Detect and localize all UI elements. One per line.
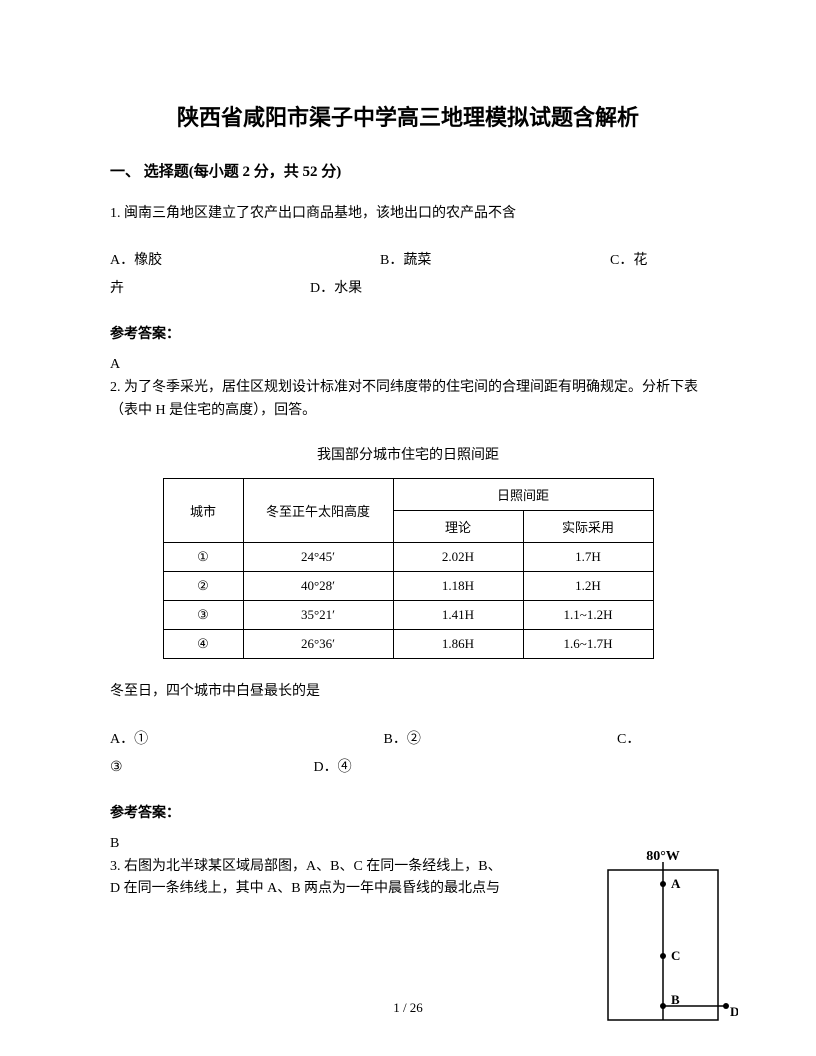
diagram-point-a [660, 881, 666, 887]
q2-option-c-prefix: C． [617, 726, 640, 754]
cell-angle: 24°45′ [243, 543, 393, 572]
diagram-label-c: C [671, 948, 680, 963]
table-row: ④ 26°36′ 1.86H 1.6~1.7H [163, 630, 653, 659]
cell-actual: 1.1~1.2H [523, 601, 653, 630]
q2-options: A．① B．② C． ③ D．④ [110, 726, 706, 782]
q1-answer-label: 参考答案： [110, 323, 706, 343]
cell-theory: 2.02H [393, 543, 523, 572]
q2-option-d: D．④ [314, 754, 352, 782]
table-row: ② 40°28′ 1.18H 1.2H [163, 572, 653, 601]
table-row: ③ 35°21′ 1.41H 1.1~1.2H [163, 601, 653, 630]
q1-answer: A [110, 357, 706, 373]
q2-option-a: A．① [110, 726, 380, 754]
cell-actual: 1.7H [523, 543, 653, 572]
cell-city: ① [163, 543, 243, 572]
cell-city: ④ [163, 630, 243, 659]
th-actual: 实际采用 [523, 511, 653, 543]
q2-table: 城市 冬至正午太阳高度 日照间距 理论 实际采用 ① 24°45′ 2.02H … [163, 478, 654, 659]
cell-city: ③ [163, 601, 243, 630]
page-title: 陕西省咸阳市渠子中学高三地理模拟试题含解析 [110, 100, 706, 132]
cell-theory: 1.86H [393, 630, 523, 659]
q2-sub-question: 冬至日，四个城市中白昼最长的是 [110, 681, 706, 703]
cell-actual: 1.6~1.7H [523, 630, 653, 659]
cell-angle: 40°28′ [243, 572, 393, 601]
cell-theory: 1.18H [393, 572, 523, 601]
q3-stem: 3. 右图为北半球某区域局部图，A、B、C 在同一条经线上，B、D 在同一条纬线… [110, 856, 510, 901]
cell-angle: 35°21′ [243, 601, 393, 630]
cell-theory: 1.41H [393, 601, 523, 630]
q1-options: A．橡胶B．蔬菜C．花卉D．水果 [110, 247, 706, 303]
q1-stem: 1. 闽南三角地区建立了农产出口商品基地，该地出口的农产品不含 [110, 203, 706, 225]
table-header-row: 城市 冬至正午太阳高度 日照间距 [163, 479, 653, 511]
diagram-label-a: A [671, 876, 681, 891]
q2-option-c-suffix: ③ [110, 754, 310, 782]
q3-diagram: 80°W A C B D [578, 846, 738, 1026]
q2-table-caption: 我国部分城市住宅的日照间距 [110, 444, 706, 464]
q2-stem: 2. 为了冬季采光，居住区规划设计标准对不同纬度带的住宅间的合理间距有明确规定。… [110, 377, 706, 422]
q2-option-b: B．② [384, 726, 614, 754]
th-city: 城市 [163, 479, 243, 543]
th-angle: 冬至正午太阳高度 [243, 479, 393, 543]
cell-actual: 1.2H [523, 572, 653, 601]
th-sun-distance: 日照间距 [393, 479, 653, 511]
cell-angle: 26°36′ [243, 630, 393, 659]
diagram-label-top: 80°W [646, 849, 680, 864]
page-number: 1 / 26 [0, 1000, 816, 1016]
table-row: ① 24°45′ 2.02H 1.7H [163, 543, 653, 572]
th-theory: 理论 [393, 511, 523, 543]
q2-answer-label: 参考答案： [110, 802, 706, 822]
diagram-point-c [660, 953, 666, 959]
cell-city: ② [163, 572, 243, 601]
section-header: 一、 选择题(每小题 2 分，共 52 分) [110, 160, 706, 181]
